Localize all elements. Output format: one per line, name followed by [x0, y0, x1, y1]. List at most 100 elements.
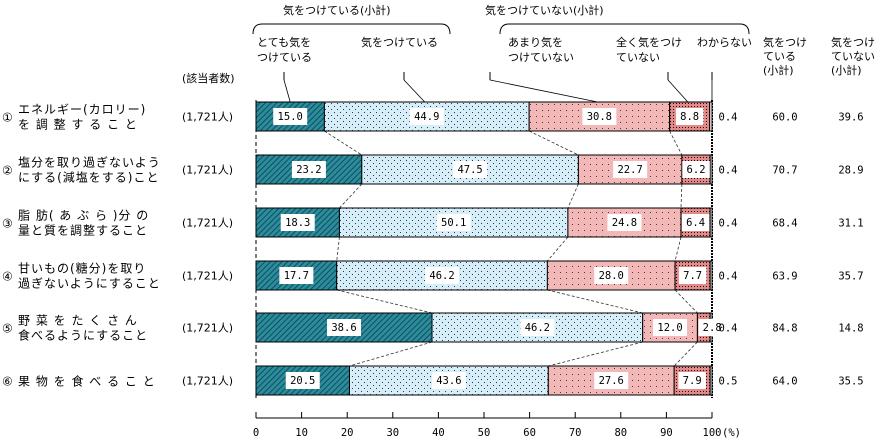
value-label-box: [291, 161, 326, 178]
value-label-box: [594, 267, 629, 284]
value-label: 27.6: [599, 375, 624, 387]
value-label-box: [594, 372, 629, 389]
connector-line: [548, 341, 643, 367]
value-label: 47.5: [457, 164, 482, 176]
connector-line: [669, 130, 683, 156]
subtotal-not-careful: 35.7: [838, 271, 863, 283]
subtotal-careful: 70.7: [772, 165, 797, 177]
subtotal-careful: 63.9: [772, 271, 797, 283]
x-tick-label: 90: [660, 427, 673, 439]
category-count: (1,721人): [182, 322, 233, 335]
value-label-box: [678, 372, 706, 389]
x-tick-label: 50: [478, 427, 491, 439]
subtotal-header-1: 気をつけ: [763, 35, 807, 49]
value-label: 50.1: [441, 217, 466, 229]
connector-line: [324, 130, 363, 156]
value-label-box: [280, 214, 315, 231]
subtotal-careful: 64.0: [772, 376, 797, 388]
value-label: 23.2: [296, 164, 321, 176]
x-tick-label: 70: [569, 427, 582, 439]
value-label: 7.9: [683, 375, 702, 387]
value-label: 30.8: [587, 111, 612, 123]
value-label-box: [453, 161, 488, 178]
category-number: ①: [2, 111, 14, 125]
bar-segment-s5: [709, 154, 713, 185]
x-tick-label: 100: [703, 427, 722, 439]
value-label: 46.2: [525, 322, 550, 334]
value-label: 46.2: [429, 270, 454, 282]
category-label-line2: を 調 整 す る こ と: [18, 117, 138, 132]
value-label: 22.7: [617, 164, 642, 176]
x-tick-label: 40: [432, 427, 445, 439]
category-label-line1: エネルギー(カロリー): [18, 103, 146, 117]
legend-label-1: とても気を: [257, 35, 311, 49]
value-label: 7.7: [683, 270, 702, 282]
value-label-box: [285, 372, 320, 389]
dontknow-label: 0.4: [719, 271, 738, 283]
value-label-box: [425, 267, 460, 284]
legend-leader: [489, 79, 598, 103]
subtotal-careful: 60.0: [772, 112, 797, 124]
dontknow-label: 0.4: [719, 112, 738, 124]
legend-label-2: 気をつけている: [361, 35, 438, 49]
value-label: 17.7: [284, 270, 309, 282]
value-label: 20.5: [290, 375, 315, 387]
x-axis-group: 0 10 20 30 40 50 60 70 80 90 100 (%): [253, 412, 741, 439]
value-label-box: [409, 108, 444, 125]
subtotal-not-careful: 28.9: [838, 165, 863, 177]
connector-line: [680, 183, 683, 209]
value-label-box: [682, 161, 710, 178]
legend-leader: [283, 79, 291, 103]
bar-segment-s3: [577, 154, 683, 185]
connector-line: [673, 341, 698, 367]
subtotal-header-1: ている: [763, 50, 796, 63]
legend-label-5: わからない: [697, 36, 752, 49]
count-header: (該当者数): [182, 71, 235, 85]
value-label: 6.4: [686, 217, 705, 229]
value-label: 28.0: [599, 270, 624, 282]
category-count: (1,721人): [182, 375, 233, 388]
category-label-line2: 食べるようにすること: [18, 328, 148, 343]
header-not-careful-subtotal: 気をつけていない(小計): [485, 3, 604, 17]
value-label: 44.9: [414, 111, 439, 123]
value-label: 18.3: [285, 217, 310, 229]
value-label-box: [520, 319, 555, 336]
category-count: (1,721人): [182, 111, 233, 124]
bar-segment-s5: [709, 260, 713, 291]
connector-line: [336, 236, 340, 262]
dontknow-label: 0.4: [719, 218, 738, 230]
dontknow-label: 0.5: [719, 376, 738, 388]
value-label-box: [681, 214, 710, 231]
x-tick-label: 60: [523, 427, 536, 439]
subtotal-not-careful: 14.8: [838, 323, 863, 335]
value-label-box: [613, 161, 648, 178]
connector-line: [674, 236, 682, 262]
value-label-box: [607, 214, 642, 231]
connector-lines: [255, 100, 713, 398]
x-tick-label: 10: [295, 427, 308, 439]
connector-line: [547, 289, 643, 314]
value-label: 43.6: [436, 375, 461, 387]
connector-line: [336, 289, 433, 314]
x-tick-label: 80: [614, 427, 627, 439]
legend-label-3: あまり気を: [508, 35, 563, 49]
category-label-line1: 塩分を取り過ぎないよう: [18, 155, 161, 170]
x-tick-label: 0: [253, 427, 259, 439]
connector-line: [339, 183, 363, 209]
header-careful-subtotal: 気をつけている(小計): [283, 3, 391, 17]
category-label-line2: 過ぎないようにすること: [18, 277, 161, 291]
value-label: 6.2: [687, 164, 706, 176]
value-label-box: [436, 214, 471, 231]
category-count: (1,721人): [182, 270, 233, 283]
brace-careful: [252, 23, 451, 35]
value-label-box: [327, 319, 362, 336]
brace-not-careful: [499, 23, 750, 35]
category-count: (1,721人): [182, 217, 233, 230]
legend-label-1: つけている: [257, 51, 312, 64]
value-label: 2.8: [703, 322, 722, 334]
category-label-line1: 甘いもの(糖分)を取り: [18, 261, 146, 276]
value-label-box: [678, 267, 707, 284]
category-label-line2: にする(減塩をする)こと: [18, 170, 159, 185]
connector-line: [528, 130, 579, 156]
